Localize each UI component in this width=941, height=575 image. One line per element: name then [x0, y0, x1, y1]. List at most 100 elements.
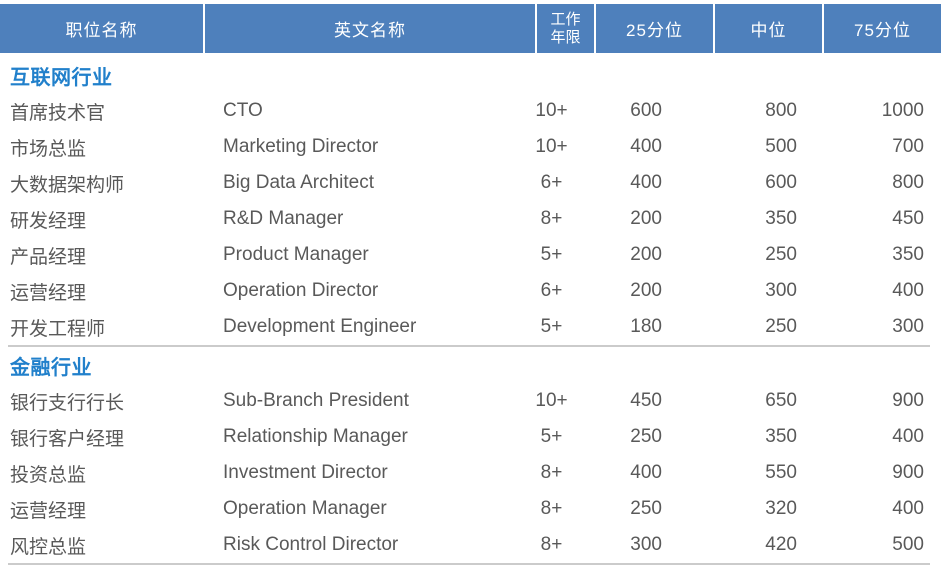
p75-value: 900	[892, 462, 924, 483]
p75-value: 450	[892, 208, 924, 229]
p25-value: 600	[630, 100, 662, 121]
table-header: 职位名称 英文名称 工作 年限 25分位 中位 75分位	[0, 4, 941, 53]
section-rows: 首席技术官 CTO 10+ 600 800 1000 市场总监 Marketin…	[0, 93, 941, 345]
median-value: 350	[765, 426, 797, 447]
position-name-en: CTO	[223, 100, 263, 121]
position-name-cn: 开发工程师	[10, 318, 106, 340]
section-header-row: 互联网行业	[0, 57, 941, 93]
p25-value: 400	[630, 462, 662, 483]
table-row: 首席技术官 CTO 10+ 600 800 1000	[0, 93, 941, 129]
position-name-cn: 研发经理	[10, 210, 87, 232]
p75-value: 1000	[881, 100, 924, 121]
p75-value: 300	[892, 316, 924, 337]
table-row: 银行支行行长 Sub-Branch President 10+ 450 650 …	[0, 383, 941, 419]
median-value: 350	[765, 208, 797, 229]
p25-value: 400	[630, 136, 662, 157]
p75-value: 700	[892, 136, 924, 157]
position-name-cn: 银行支行行长	[10, 392, 125, 414]
position-name-cn: 运营经理	[10, 282, 87, 304]
p75-value: 800	[892, 172, 924, 193]
position-name-en: Operation Director	[223, 280, 379, 301]
work-years-value: 6+	[540, 280, 563, 301]
table-row: 大数据架构师 Big Data Architect 6+ 400 600 800	[0, 165, 941, 201]
position-name-cn: 首席技术官	[10, 102, 106, 124]
work-years-value: 10+	[535, 390, 568, 411]
table-row: 开发工程师 Development Engineer 5+ 180 250 30…	[0, 309, 941, 345]
table-section: 金融行业 银行支行行长 Sub-Branch President 10+ 450…	[0, 347, 941, 565]
position-name-cn: 市场总监	[10, 138, 87, 160]
p25-value: 200	[630, 280, 662, 301]
table-row: 风控总监 Risk Control Director 8+ 300 420 50…	[0, 527, 941, 563]
p75-value: 900	[892, 390, 924, 411]
median-value: 600	[765, 172, 797, 193]
work-years-value: 6+	[540, 172, 563, 193]
table-row: 投资总监 Investment Director 8+ 400 550 900	[0, 455, 941, 491]
table-row: 市场总监 Marketing Director 10+ 400 500 700	[0, 129, 941, 165]
median-value: 650	[765, 390, 797, 411]
p25-value: 400	[630, 172, 662, 193]
work-years-value: 10+	[535, 136, 568, 157]
column-header-p75: 75分位	[822, 4, 941, 53]
p25-value: 450	[630, 390, 662, 411]
p75-value: 400	[892, 498, 924, 519]
work-years-value: 8+	[540, 498, 563, 519]
work-years-value: 5+	[540, 316, 563, 337]
work-years-value: 8+	[540, 534, 563, 555]
work-years-value: 8+	[540, 208, 563, 229]
table-body: 互联网行业 首席技术官 CTO 10+ 600 800 1000 市场总监 Ma…	[0, 57, 941, 565]
section-title: 互联网行业	[10, 66, 113, 89]
column-header-median: 中位	[713, 4, 822, 53]
p25-value: 300	[630, 534, 662, 555]
column-header-position-en: 英文名称	[203, 4, 535, 53]
p75-value: 500	[892, 534, 924, 555]
p75-value: 400	[892, 280, 924, 301]
position-name-en: Operation Manager	[223, 498, 387, 519]
column-header-position-cn: 职位名称	[65, 21, 138, 40]
section-title: 金融行业	[10, 356, 92, 379]
p25-value: 200	[630, 208, 662, 229]
p25-value: 200	[630, 244, 662, 265]
p25-value: 180	[630, 316, 662, 337]
table-row: 银行客户经理 Relationship Manager 5+ 250 350 4…	[0, 419, 941, 455]
table-row: 运营经理 Operation Manager 8+ 250 320 400	[0, 491, 941, 527]
section-divider-line	[8, 563, 930, 565]
table-row: 产品经理 Product Manager 5+ 200 250 350	[0, 237, 941, 273]
section-header-row: 金融行业	[0, 347, 941, 383]
table-section: 互联网行业 首席技术官 CTO 10+ 600 800 1000 市场总监 Ma…	[0, 57, 941, 347]
position-name-en: Development Engineer	[223, 316, 417, 337]
column-header-years: 工作 年限	[535, 4, 594, 53]
position-name-cn: 产品经理	[10, 246, 87, 268]
position-name-en: Investment Director	[223, 462, 388, 483]
position-name-cn: 大数据架构师	[10, 174, 125, 196]
median-value: 800	[765, 100, 797, 121]
median-value: 320	[765, 498, 797, 519]
table-row: 研发经理 R&D Manager 8+ 200 350 450	[0, 201, 941, 237]
position-name-en: Risk Control Director	[223, 534, 399, 555]
column-header-p25: 25分位	[594, 4, 713, 53]
p25-value: 250	[630, 426, 662, 447]
position-name-en: Big Data Architect	[223, 172, 375, 193]
position-name-cn: 投资总监	[10, 464, 87, 486]
table-row: 运营经理 Operation Director 6+ 200 300 400	[0, 273, 941, 309]
work-years-value: 5+	[540, 426, 563, 447]
median-value: 250	[765, 244, 797, 265]
p25-value: 250	[630, 498, 662, 519]
position-name-en: Product Manager	[223, 244, 369, 265]
position-name-en: R&D Manager	[223, 208, 344, 229]
position-name-en: Relationship Manager	[223, 426, 408, 447]
column-header-years-line1: 工作	[550, 11, 581, 29]
work-years-value: 5+	[540, 244, 563, 265]
section-rows: 银行支行行长 Sub-Branch President 10+ 450 650 …	[0, 383, 941, 563]
work-years-value: 8+	[540, 462, 563, 483]
median-value: 250	[765, 316, 797, 337]
section-divider-line	[8, 345, 930, 347]
p75-value: 350	[892, 244, 924, 265]
median-value: 420	[765, 534, 797, 555]
median-value: 550	[765, 462, 797, 483]
position-name-cn: 风控总监	[10, 536, 87, 558]
position-name-cn: 银行客户经理	[10, 428, 125, 450]
position-name-en: Marketing Director	[223, 136, 379, 157]
median-value: 300	[765, 280, 797, 301]
median-value: 500	[765, 136, 797, 157]
